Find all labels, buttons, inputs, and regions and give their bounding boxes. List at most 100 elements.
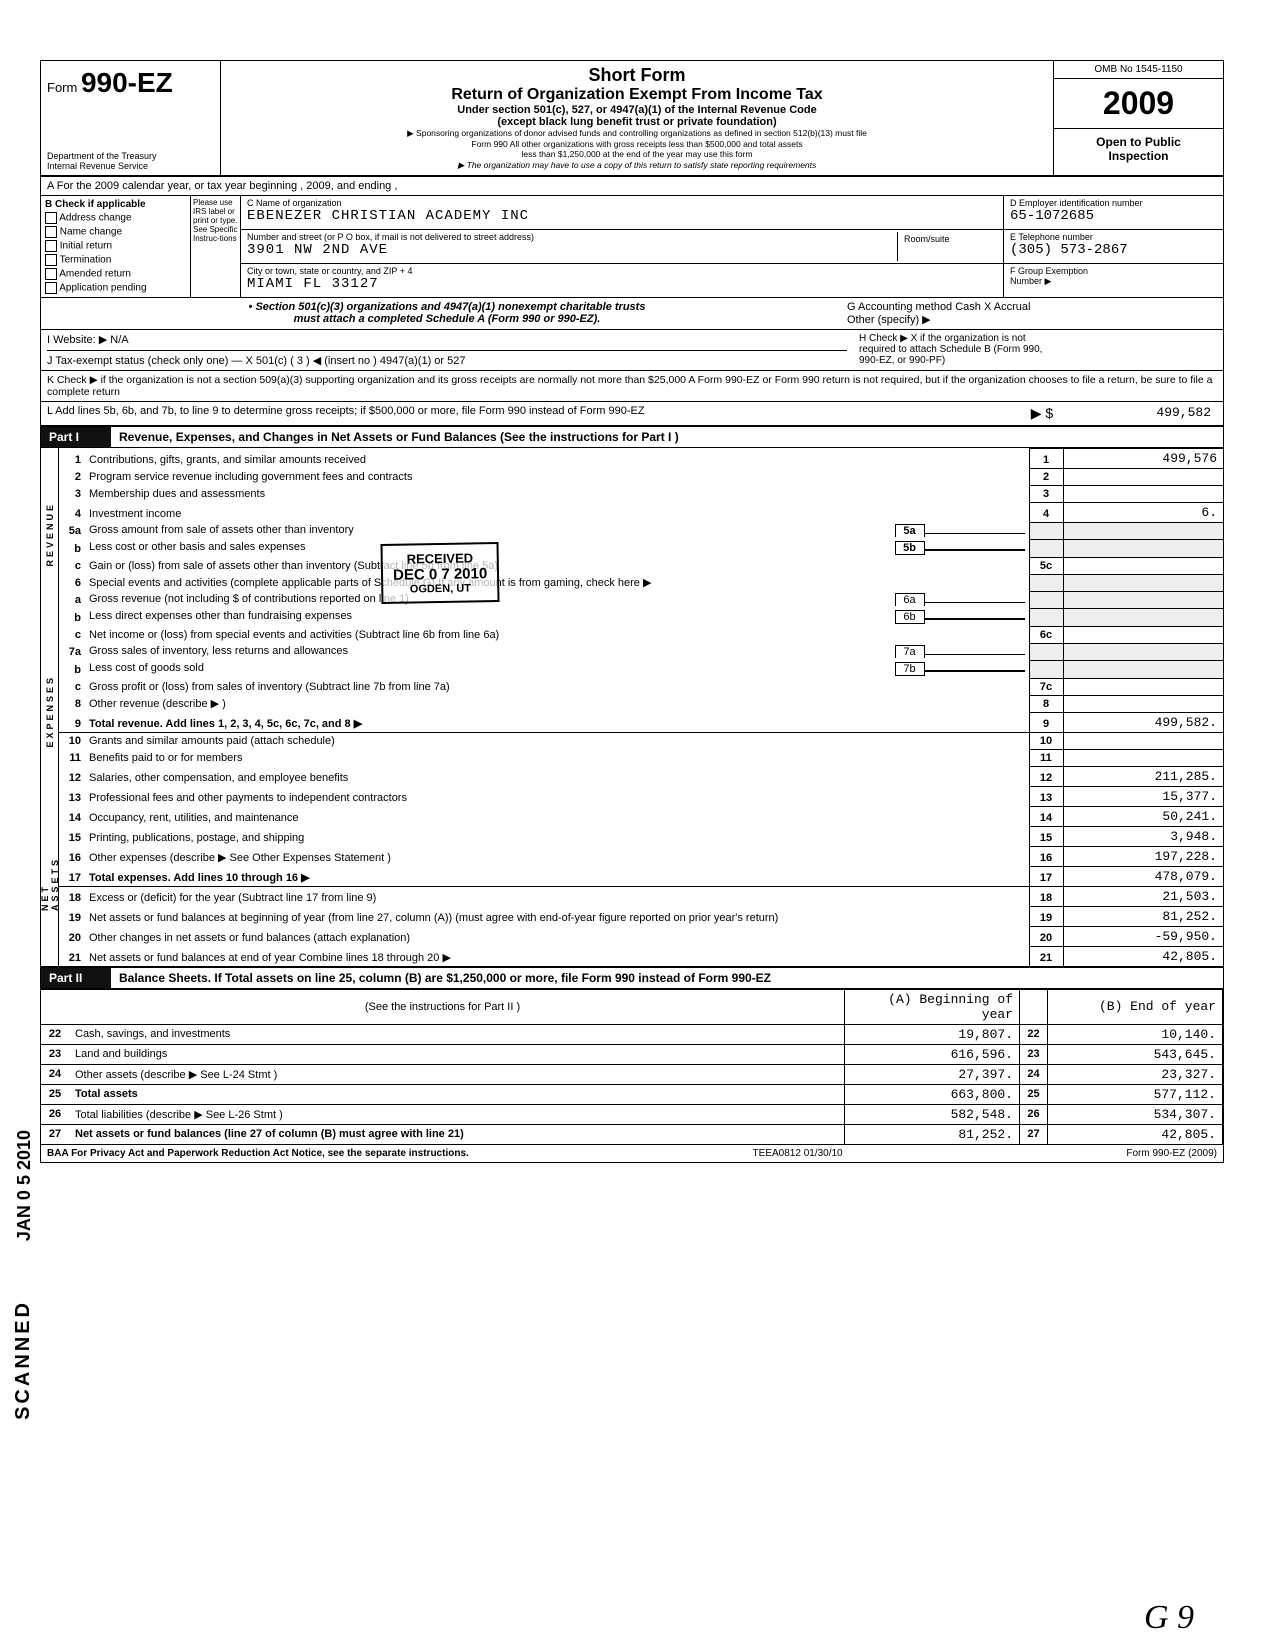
amt-6c xyxy=(1063,626,1223,643)
tiny-2: Form 990 All other organizations with gr… xyxy=(229,139,1045,150)
tiny-1: ▶ Sponsoring organizations of donor advi… xyxy=(229,128,1045,139)
dept-treasury: Department of the Treasury xyxy=(47,151,157,161)
subtitle-2: (except black lung benefit trust or priv… xyxy=(229,116,1045,128)
handwritten-mark: G 9 xyxy=(1144,1599,1194,1637)
bal-22b: 10,140. xyxy=(1048,1024,1223,1044)
form-number: 990-EZ xyxy=(81,67,173,98)
part2-header: Part II Balance Sheets. If Total assets … xyxy=(41,968,1223,989)
amt-17: 478,079. xyxy=(1063,866,1223,886)
part1-body: REVENUE EXPENSES NETASSETS 1Contribution… xyxy=(41,448,1223,968)
bal-26b: 534,307. xyxy=(1048,1104,1223,1124)
side-net: NETASSETS xyxy=(40,857,60,911)
row-i-website: I Website: ▶ N/A xyxy=(47,333,847,346)
amt-10 xyxy=(1063,732,1223,749)
amt-15: 3,948. xyxy=(1063,826,1223,846)
checkbox[interactable] xyxy=(45,268,57,280)
scanned-stamp: SCANNED xyxy=(12,1300,35,1420)
ein-value: 65-1072685 xyxy=(1010,208,1217,224)
side-revenue: REVENUE xyxy=(45,502,55,567)
checkbox[interactable] xyxy=(45,226,57,238)
bal-26a: 582,548. xyxy=(845,1104,1020,1124)
bal-25a: 663,800. xyxy=(845,1084,1020,1104)
amt-16: 197,228. xyxy=(1063,846,1223,866)
accounting-other: Other (specify) ▶ xyxy=(847,313,1217,326)
cb-initial: Initial return xyxy=(60,240,112,251)
side-expenses: EXPENSES xyxy=(45,675,55,748)
footer-right: Form 990-EZ (2009) xyxy=(1126,1148,1217,1159)
amt-2 xyxy=(1063,468,1223,485)
title-return: Return of Organization Exempt From Incom… xyxy=(229,86,1045,104)
sec-501c3-2: must attach a completed Schedule A (Form… xyxy=(47,313,847,325)
part2-label: Part II xyxy=(41,968,111,988)
line-table: 1Contributions, gifts, grants, and simil… xyxy=(59,448,1223,966)
amt-1: 499,576 xyxy=(1063,448,1223,468)
row-l-amount: 499,582 xyxy=(1057,405,1217,422)
tiny-4: ▶ The organization may have to use a cop… xyxy=(229,160,1045,171)
amt-9: 499,582. xyxy=(1063,712,1223,732)
dept-irs: Internal Revenue Service xyxy=(47,161,157,171)
checkbox[interactable] xyxy=(45,282,57,294)
row-a: A For the 2009 calendar year, or tax yea… xyxy=(41,177,1223,196)
header-left: Form 990-EZ Department of the Treasury I… xyxy=(41,61,221,175)
amt-5c xyxy=(1063,557,1223,574)
row-h-1: H Check ▶ X if the organization is not xyxy=(859,333,1217,344)
checkbox[interactable] xyxy=(45,240,57,252)
org-name-label: C Name of organization xyxy=(247,198,997,208)
form-label: Form xyxy=(47,80,77,95)
amt-18: 21,503. xyxy=(1063,886,1223,906)
footer-left: BAA For Privacy Act and Paperwork Reduct… xyxy=(47,1148,469,1159)
cb-amended: Amended return xyxy=(59,268,131,279)
checkbox[interactable] xyxy=(45,212,57,224)
part1-side-labels: REVENUE EXPENSES NETASSETS xyxy=(41,448,59,966)
form-990ez: Form 990-EZ Department of the Treasury I… xyxy=(40,60,1224,1163)
sec-501c3-1: • Section 501(c)(3) organizations and 49… xyxy=(47,301,847,313)
grp-label2: Number ▶ xyxy=(1010,276,1217,287)
balance-table: (See the instructions for Part II ) (A) … xyxy=(41,989,1223,1145)
checkbox[interactable] xyxy=(45,254,57,266)
title-short-form: Short Form xyxy=(229,65,1045,86)
tel-value: (305) 573-2867 xyxy=(1010,242,1217,258)
row-section-g: • Section 501(c)(3) organizations and 49… xyxy=(41,298,1223,330)
street-label: Number and street (or P O box, if mail i… xyxy=(247,232,897,242)
part1-header: Part I Revenue, Expenses, and Changes in… xyxy=(41,427,1223,448)
amt-12: 211,285. xyxy=(1063,766,1223,786)
subtitle-1: Under section 501(c), 527, or 4947(a)(1)… xyxy=(229,104,1045,116)
bal-col-b: (B) End of year xyxy=(1048,989,1223,1024)
amt-7c xyxy=(1063,678,1223,695)
amt-13: 15,377. xyxy=(1063,786,1223,806)
bal-col-a: (A) Beginning of year xyxy=(845,989,1020,1024)
room-suite: Room/suite xyxy=(897,232,997,261)
part1-title: Revenue, Expenses, and Changes in Net As… xyxy=(111,427,1223,447)
footer: BAA For Privacy Act and Paperwork Reduct… xyxy=(41,1145,1223,1162)
bal-27a: 81,252. xyxy=(845,1124,1020,1144)
amt-4: 6. xyxy=(1063,502,1223,522)
cb-term: Termination xyxy=(60,254,112,265)
row-h-2: required to attach Schedule B (Form 990, xyxy=(859,344,1217,355)
omb-number: OMB No 1545-1150 xyxy=(1054,61,1223,79)
street-value: 3901 NW 2ND AVE xyxy=(247,242,897,258)
amt-3 xyxy=(1063,485,1223,502)
city-value: MIAMI FL 33127 xyxy=(247,276,997,292)
cb-pending: Application pending xyxy=(59,282,146,293)
bal-25b: 577,112. xyxy=(1048,1084,1223,1104)
org-name-value: EBENEZER CHRISTIAN ACADEMY INC xyxy=(247,208,997,224)
grp-label: F Group Exemption xyxy=(1010,266,1217,276)
tel-label: E Telephone number xyxy=(1010,232,1217,242)
footer-mid: TEEA0812 01/30/10 xyxy=(753,1148,843,1159)
col-irs-label: Please use IRS label or print or type. S… xyxy=(191,196,241,297)
amt-11 xyxy=(1063,749,1223,766)
stamp-received: RECEIVED xyxy=(393,550,487,567)
side-date-stamp: JAN 0 5 2010 xyxy=(14,1130,35,1241)
row-l-text: L Add lines 5b, 6b, and 7b, to line 9 to… xyxy=(47,405,1027,422)
cb-address: Address change xyxy=(59,212,131,223)
bal-22a: 19,807. xyxy=(845,1024,1020,1044)
bal-24a: 27,397. xyxy=(845,1064,1020,1084)
amt-8 xyxy=(1063,695,1223,712)
col-c: C Name of organization EBENEZER CHRISTIA… xyxy=(241,196,1003,297)
part2-title: Balance Sheets. If Total assets on line … xyxy=(111,968,1223,988)
tax-year: 2009 xyxy=(1054,79,1223,129)
bal-23b: 543,645. xyxy=(1048,1044,1223,1064)
bal-instr: (See the instructions for Part II ) xyxy=(41,989,845,1024)
ein-label: D Employer identification number xyxy=(1010,198,1217,208)
header-mid: Short Form Return of Organization Exempt… xyxy=(221,61,1053,175)
